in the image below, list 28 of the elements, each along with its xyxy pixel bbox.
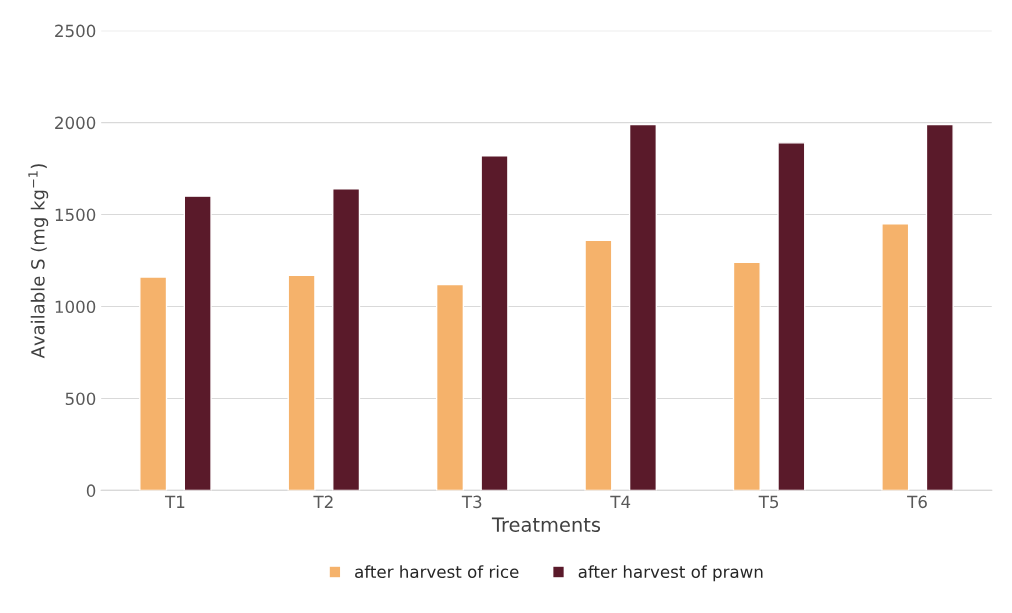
x-tick-label: T5 [758,495,779,509]
bar [732,261,761,491]
x-tick-label: T3 [461,495,482,509]
x-tick-label: T4 [610,495,631,508]
legend-label: after harvest of prawn [578,565,763,582]
x-tick-label: T1 [164,495,185,508]
legend-label: after harvest of rice [355,565,519,579]
x-tick-label: T2 [313,495,333,508]
bar [881,223,910,491]
y-tick-label: 1000 [55,300,96,314]
bar [628,123,658,491]
bar [183,195,212,491]
bar [480,155,509,491]
x-axis-title: Treatments [491,517,601,532]
bar [332,188,361,491]
y-axis-title: Available S (mg kg$^{−1}$) [28,164,49,359]
bar [584,239,613,491]
bar [287,274,316,491]
bar [139,276,168,491]
y-tick-label: 0 [86,484,96,497]
bar [925,123,954,491]
y-tick-label: 500 [65,392,96,406]
bar [777,142,806,491]
y-tick-label: 2000 [55,116,96,130]
x-tick-label: T6 [907,495,927,509]
bar [435,283,465,491]
y-tick-label: 1500 [55,208,96,222]
y-tick-label: 2500 [55,24,96,38]
